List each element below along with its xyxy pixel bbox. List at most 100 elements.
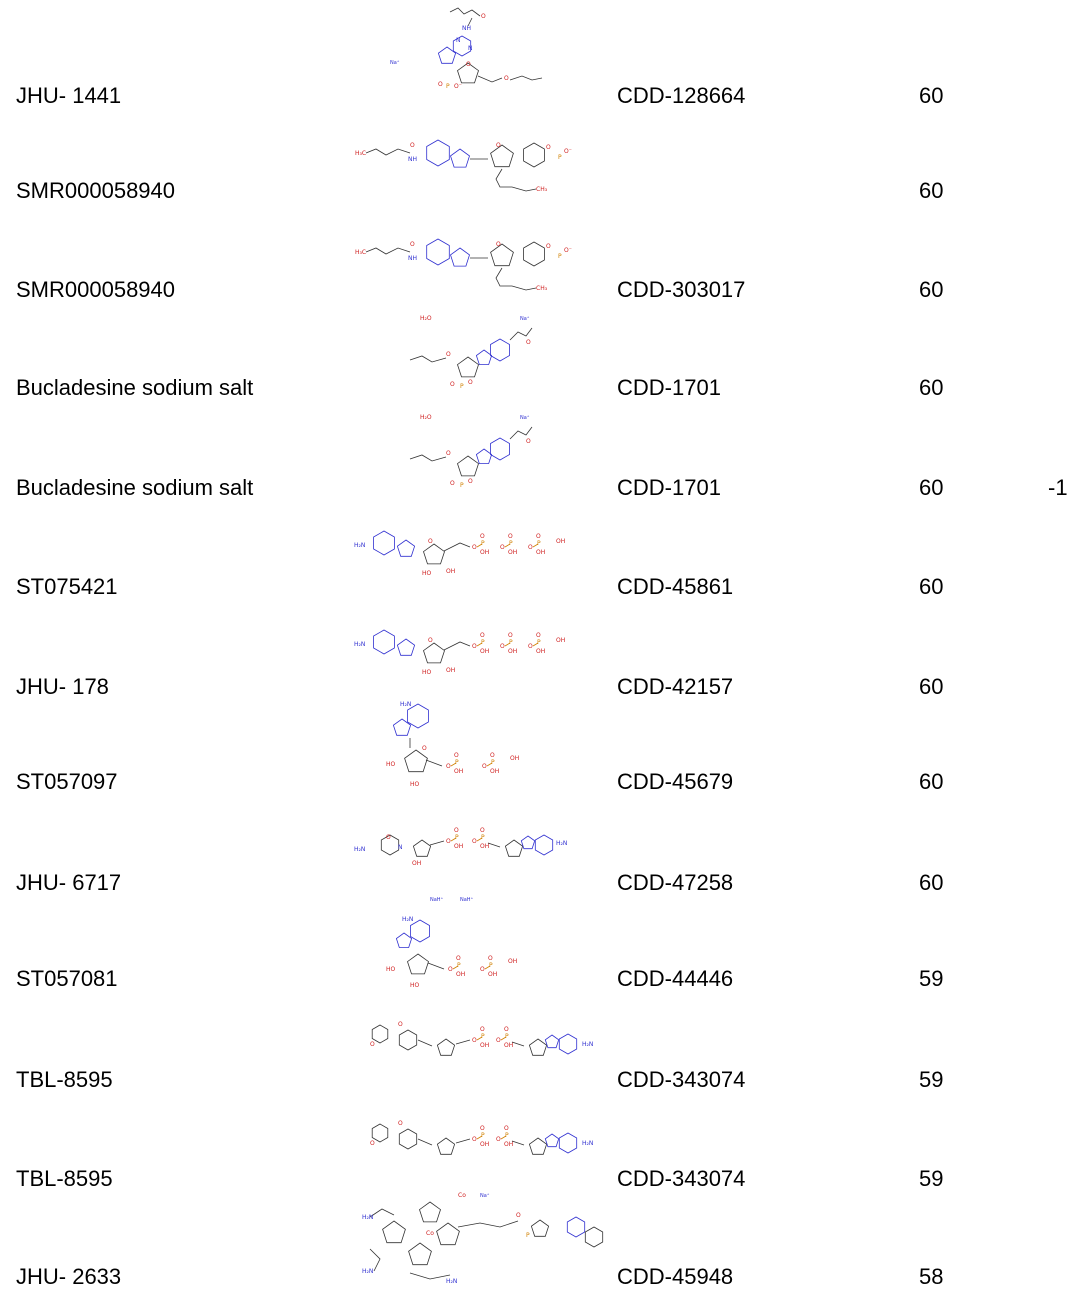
- svg-text:O: O: [481, 13, 486, 20]
- svg-text:O: O: [454, 827, 459, 834]
- svg-text:P: P: [505, 1033, 509, 1040]
- extra-value: [1048, 4, 1083, 103]
- svg-text:O: O: [370, 1140, 375, 1147]
- atp-structure: H₂N O HO OH O P O OH O P O OH O P O OH OH: [350, 497, 612, 596]
- svg-text:O: O: [526, 339, 531, 346]
- svg-text:O: O: [450, 381, 455, 388]
- svg-text:O: O: [496, 1037, 501, 1044]
- svg-text:O: O: [488, 955, 493, 962]
- svg-text:O: O: [516, 1212, 521, 1219]
- svg-text:O: O: [446, 351, 451, 358]
- table-row: TBL-8595 O O O P O OH O P O OH H₂N CDD-343074 59: [0, 1089, 1083, 1190]
- svg-text:OH: OH: [480, 1042, 489, 1049]
- score-value-text: 60: [919, 178, 944, 203]
- svg-text:O: O: [456, 955, 461, 962]
- svg-text:O⁻: O⁻: [564, 148, 572, 155]
- svg-text:O: O: [446, 763, 451, 770]
- svg-text:OH: OH: [536, 549, 545, 556]
- svg-text:HO: HO: [410, 781, 420, 788]
- cdd-id-text: CDD-1701: [617, 375, 721, 400]
- atp-structure: H₂N O HO OH O P O OH O P O OH O P O OH OH: [350, 596, 612, 695]
- svg-text:OH: OH: [490, 768, 499, 775]
- svg-text:P: P: [446, 83, 450, 90]
- svg-text:P: P: [489, 962, 493, 969]
- svg-text:H₂O: H₂O: [420, 315, 432, 322]
- svg-text:O: O: [446, 838, 451, 845]
- svg-text:O⁻: O⁻: [564, 247, 572, 254]
- cdd-id: CDD-44446: [617, 891, 817, 990]
- svg-text:Na⁺: Na⁺: [480, 1193, 490, 1199]
- svg-text:OH: OH: [556, 637, 565, 644]
- svg-text:OH: OH: [508, 958, 517, 965]
- nad-analog-structure: O O O P O OH O P O OH H₂N: [350, 990, 612, 1089]
- extra-value: [1048, 891, 1083, 990]
- svg-text:O: O: [504, 75, 509, 82]
- extra-value: [1048, 990, 1083, 1089]
- compound-name-text: JHU- 6717: [16, 870, 122, 895]
- svg-text:H₃C: H₃C: [355, 150, 366, 157]
- compound-name: JHU- 178: [16, 596, 346, 698]
- cdd-id-text: CDD-1701: [617, 475, 721, 500]
- adp-structure: H₂N O HO HO O P O OH O P O OH OH: [350, 694, 612, 793]
- extra-value: [1048, 596, 1083, 695]
- compound-name-text: SMR000058940: [16, 178, 176, 203]
- svg-text:P: P: [481, 639, 485, 646]
- svg-text:O: O: [428, 538, 433, 545]
- compound-name-text: ST057081: [16, 966, 118, 991]
- extra-value-text: -1: [1048, 475, 1068, 500]
- svg-text:HO: HO: [386, 966, 396, 973]
- svg-text:OH: OH: [480, 1141, 489, 1148]
- dibutyryl-camp-structure: H₃C O NH O O P O⁻ CH₃: [350, 202, 612, 301]
- svg-text:O: O: [472, 1037, 477, 1044]
- svg-text:OH: OH: [480, 843, 489, 850]
- svg-text:O: O: [536, 632, 541, 639]
- table-row: JHU- 178 H₂N O HO OH O P O OH O P O OH O P O OH OH CDD-421…: [0, 596, 1083, 699]
- compound-name: SMR000058940: [16, 202, 346, 301]
- table-row: TBL-8595 O O O P O OH O P O OH H₂N CDD-343074 59: [0, 990, 1083, 1092]
- cdd-id-text: CDD-45948: [617, 1264, 734, 1289]
- cdd-id: CDD-303017: [617, 202, 817, 301]
- svg-text:P: P: [537, 540, 541, 547]
- cdd-id-text: CDD-44446: [617, 966, 734, 991]
- score-value-text: 59: [919, 1067, 944, 1092]
- compound-name: ST057081: [16, 891, 346, 990]
- compound-name-text: TBL-8595: [16, 1067, 113, 1092]
- svg-text:P: P: [558, 154, 562, 161]
- compound-name: TBL-8595: [16, 990, 346, 1092]
- svg-text:Co: Co: [426, 1230, 434, 1237]
- svg-text:P: P: [481, 1132, 485, 1139]
- svg-text:H₃C: H₃C: [355, 249, 366, 256]
- score-value: 60: [919, 202, 979, 301]
- compound-name: ST075421: [16, 497, 346, 598]
- svg-text:Co: Co: [458, 1192, 466, 1199]
- adp-sodium-structure: NaH⁺ NaH⁺ H₂N HO HO O P O OH O P O OH OH: [350, 891, 612, 990]
- nad-analog-structure: O O O P O OH O P O OH H₂N: [350, 1089, 612, 1188]
- score-value-text: 60: [919, 375, 944, 400]
- svg-text:H₂O: H₂O: [420, 414, 432, 421]
- score-value: 60: [919, 4, 979, 107]
- score-value: 58: [919, 1187, 979, 1288]
- extra-value: [1048, 202, 1083, 301]
- score-value-text: 60: [919, 674, 944, 699]
- svg-text:O: O: [398, 1021, 403, 1028]
- svg-text:O: O: [466, 61, 471, 68]
- table-row: Bucladesine sodium salt H₂O Na⁺ O O O P O CDD-17…: [0, 399, 1083, 500]
- svg-text:O: O: [472, 643, 477, 650]
- svg-text:H₂N: H₂N: [362, 1268, 373, 1275]
- score-value: 60: [919, 694, 979, 793]
- score-value-text: 60: [919, 277, 944, 302]
- cobalamin-structure: Co Na⁺ Co H₂N H₂N O P H₂N: [350, 1187, 612, 1286]
- svg-text:O: O: [482, 763, 487, 770]
- svg-text:Na⁺: Na⁺: [390, 60, 400, 66]
- score-value: 59: [919, 990, 979, 1092]
- svg-text:O: O: [546, 243, 551, 250]
- svg-text:P: P: [481, 834, 485, 841]
- svg-text:P: P: [481, 540, 485, 547]
- compound-name: SMR000058940: [16, 103, 346, 202]
- svg-text:O: O: [410, 241, 415, 248]
- svg-text:O: O: [496, 1136, 501, 1143]
- table-row: SMR000058940 H₃C O NH O O P O⁻ CH₃ 60: [0, 103, 1083, 202]
- svg-text:O: O: [472, 1136, 477, 1143]
- svg-text:HO: HO: [386, 761, 396, 768]
- table-row: JHU- 1441 O NH N N O O O P O⁻ Na⁺ CDD-128664 60: [0, 4, 1083, 107]
